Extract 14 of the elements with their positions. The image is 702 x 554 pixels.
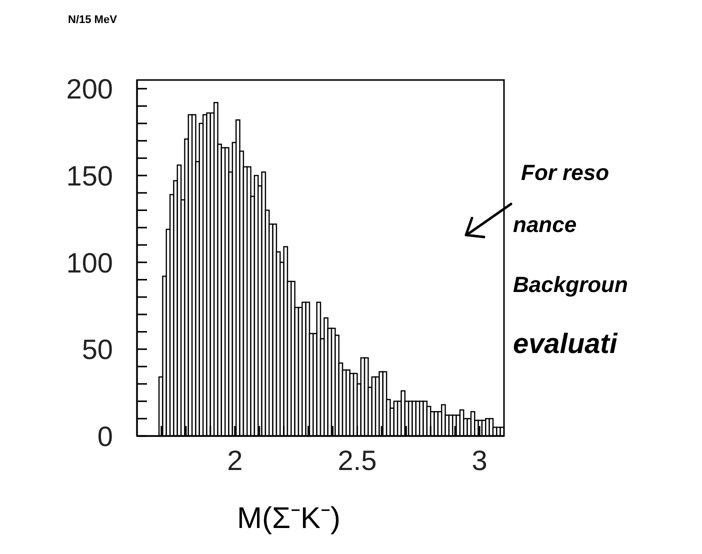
y-tick-label: 150: [66, 160, 113, 192]
y-tick-label: 50: [82, 334, 113, 366]
y-tick-label: 200: [66, 74, 113, 105]
x-tick-label: 3: [472, 444, 488, 476]
y-tick-label: 0: [97, 420, 113, 452]
text: evaluati: [513, 328, 618, 360]
x-tick-label: 2: [227, 444, 243, 476]
y-axis-title: N/15 MeV: [68, 14, 117, 26]
text: nance: [513, 212, 577, 238]
x-axis-title: M(Σ⁻K⁻): [237, 501, 341, 537]
x-tick-label: 2.5: [338, 444, 377, 476]
text: Backgroun: [513, 272, 628, 298]
text: For reso: [521, 160, 610, 186]
y-tick-label: 100: [66, 247, 113, 278]
